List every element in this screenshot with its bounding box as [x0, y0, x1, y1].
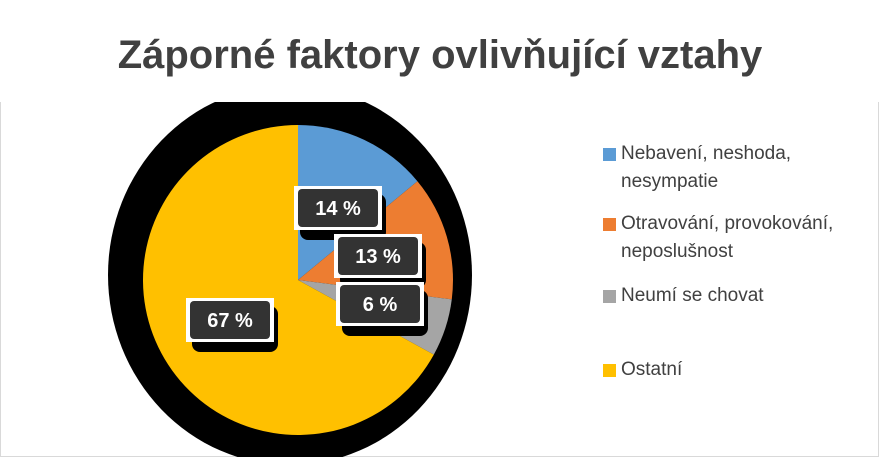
data-label-bg — [190, 301, 270, 339]
legend-item: Neumí se chovat — [603, 282, 879, 310]
data-label-bg — [338, 237, 418, 275]
pie-slice — [143, 125, 434, 435]
data-label: 6 % — [363, 294, 398, 316]
data-label: 67 % — [207, 310, 253, 332]
legend-label: Neumí se chovat — [621, 285, 764, 306]
chart-title: Záporné faktory ovlivňující vztahy — [118, 33, 763, 77]
legend-swatch — [603, 218, 616, 231]
legend-swatch — [603, 148, 616, 161]
data-label-bg — [340, 285, 420, 323]
legend-item: Ostatní — [603, 356, 879, 384]
legend-swatch — [603, 290, 616, 303]
legend-item: Nebavení, neshoda, nesympatie — [603, 140, 879, 196]
title-band — [0, 0, 879, 102]
legend-swatch — [603, 364, 616, 377]
data-label-bg — [298, 189, 378, 227]
data-label: 14 % — [315, 198, 361, 220]
legend-item: Otravování, provokování, neposlušnost — [603, 210, 879, 266]
data-label: 13 % — [355, 246, 401, 268]
legend-label: Ostatní — [621, 359, 683, 380]
legend-label: Nebavení, neshoda, nesympatie — [621, 143, 792, 192]
legend-label: Otravování, provokování, neposlušnost — [621, 213, 834, 262]
